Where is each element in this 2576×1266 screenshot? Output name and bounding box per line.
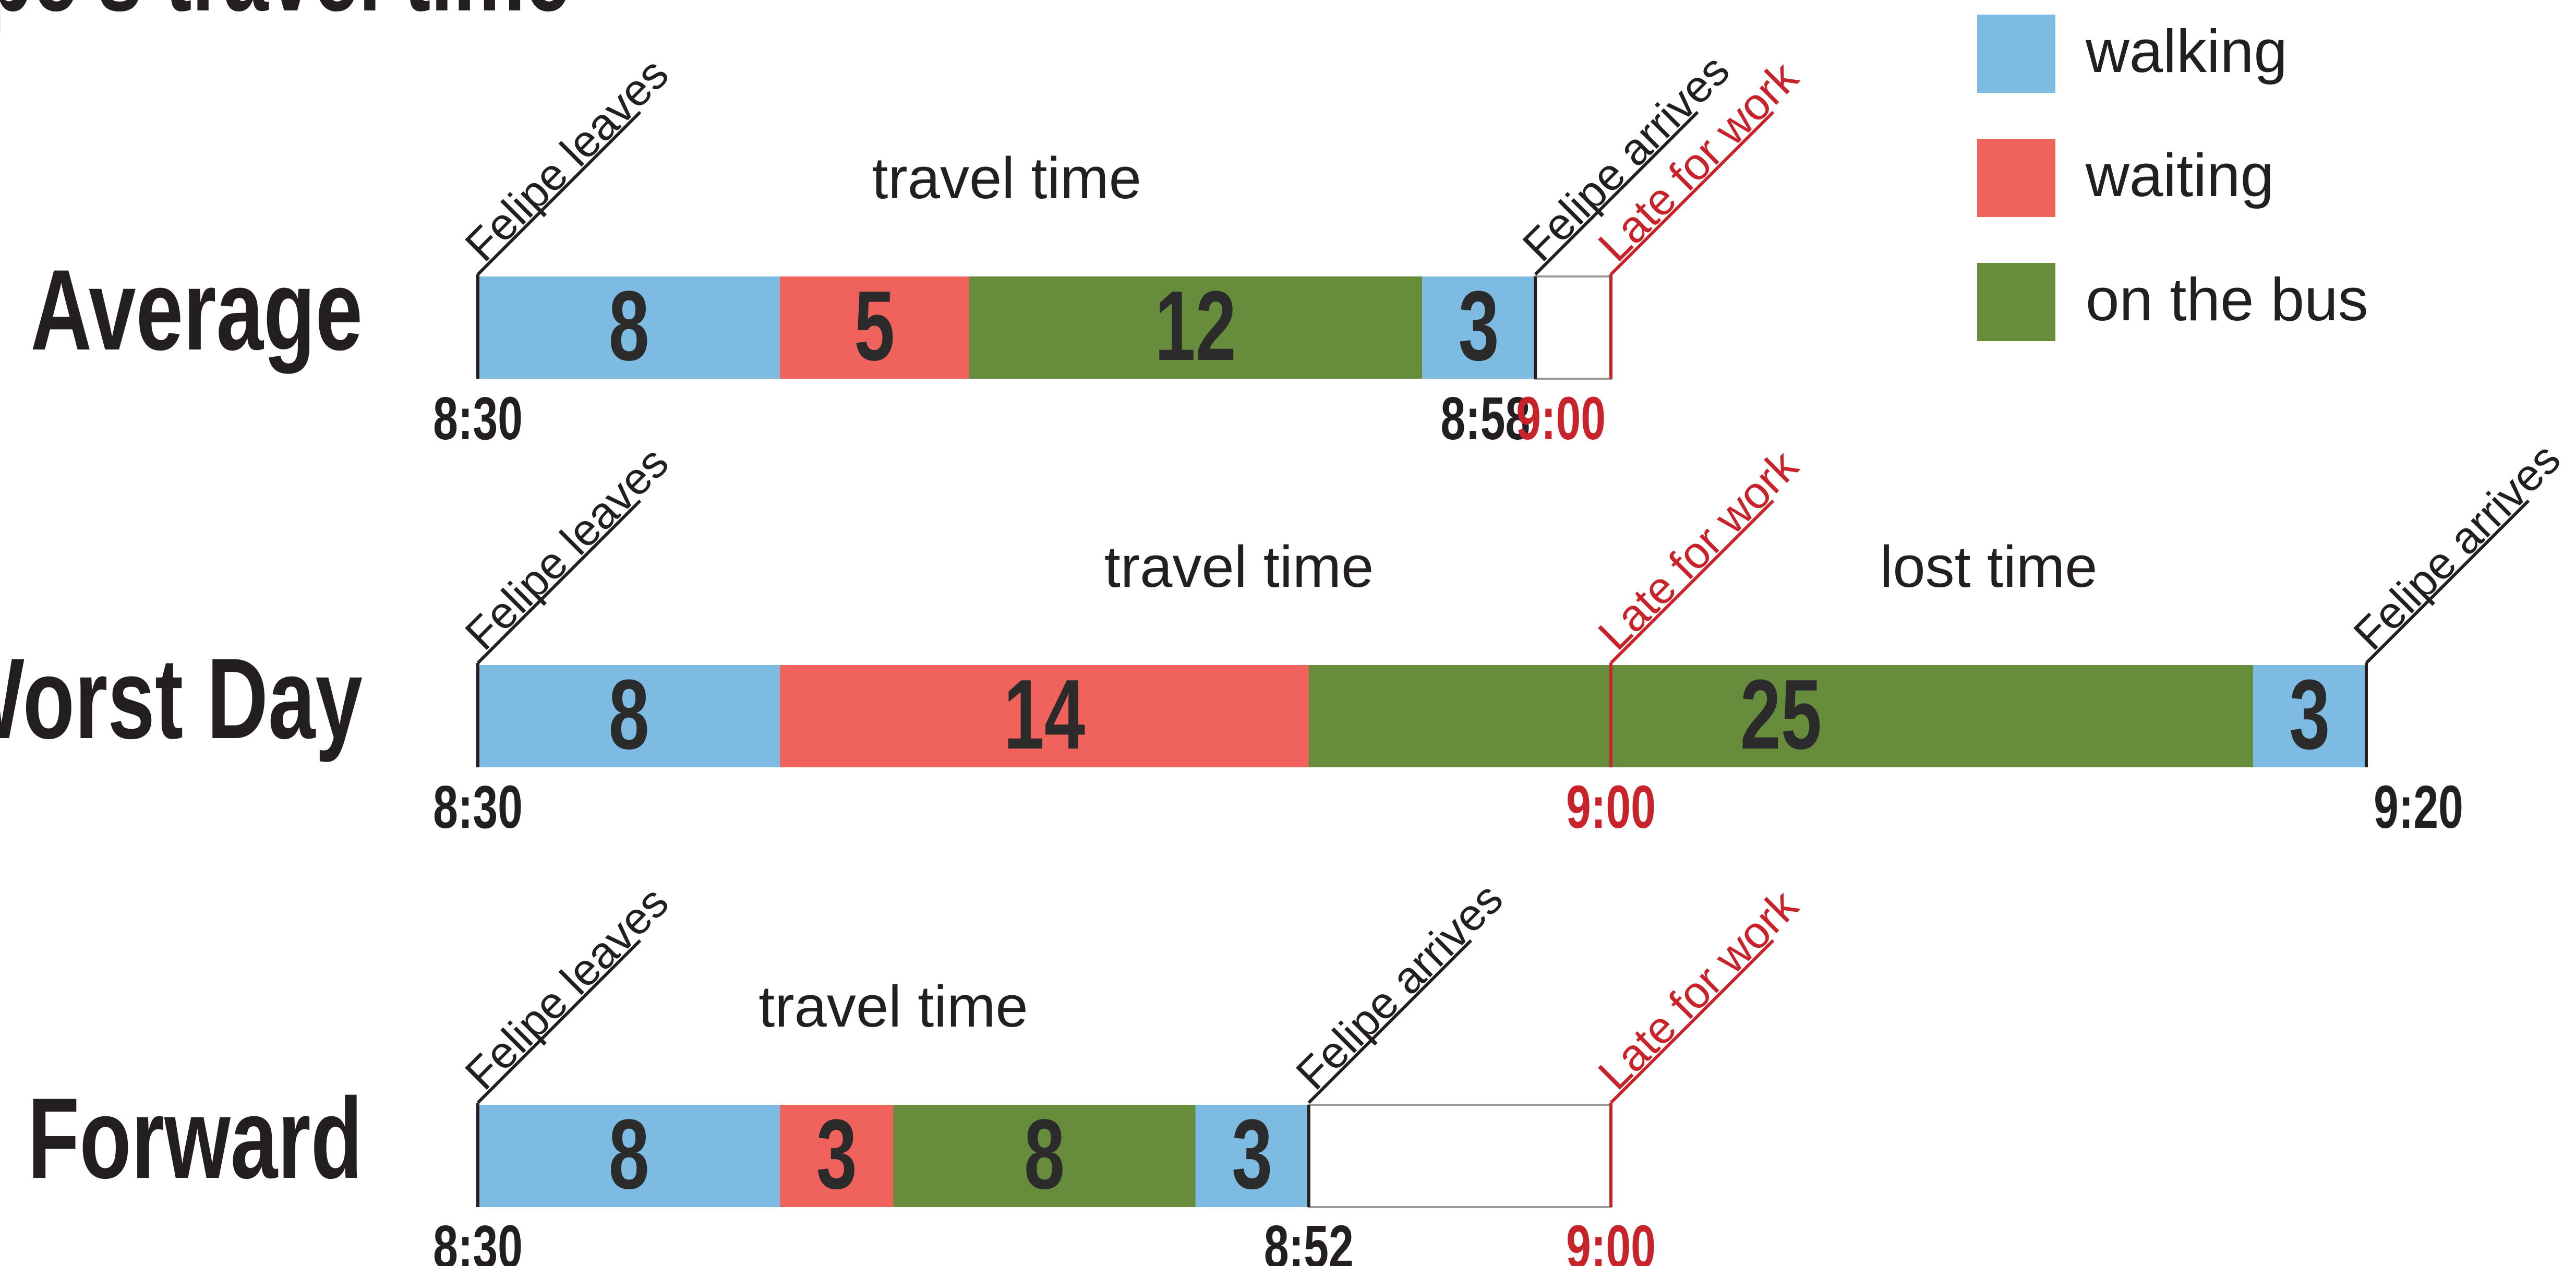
legend-swatch-walking <box>1977 15 2055 93</box>
segment-value-label: 8 <box>609 1099 649 1209</box>
bar-segment-waiting <box>780 1105 894 1207</box>
legend-swatch-bus <box>1977 263 2055 341</box>
bar-segment-waiting <box>780 665 1309 767</box>
segment-value-label: 8 <box>609 659 649 769</box>
row-label: Worst Day <box>0 635 363 763</box>
late-callout-line <box>1609 111 1775 276</box>
legend: walking waiting on the bus <box>1977 15 2368 341</box>
bar-segment-walking <box>1422 276 1536 379</box>
slack-box <box>1534 275 1612 380</box>
start-time-label: 8:30 <box>433 773 523 841</box>
row-label: Average <box>31 246 363 375</box>
legend-label-waiting: waiting <box>2085 141 2274 209</box>
bar-segment-waiting <box>780 276 969 379</box>
late-callout-label: Late for work <box>1589 880 1808 1099</box>
segment-value-label: 3 <box>816 1099 857 1209</box>
bar-segment-walking <box>478 665 780 767</box>
leave-callout-line <box>476 939 642 1104</box>
arrive-callout-label: Felipe arrives <box>2344 434 2570 660</box>
segment-value-label: 8 <box>609 271 649 381</box>
bar-segment-bus <box>969 276 1423 379</box>
legend-swatch-waiting <box>1977 139 2055 217</box>
start-time-label: 8:30 <box>433 1213 523 1266</box>
leave-callout-line <box>476 499 642 665</box>
segment-value-label: 25 <box>1740 659 1822 769</box>
row-1: Worst Day 8 14 25 3 Felipe leaves 8:30 Late for… <box>0 434 2570 841</box>
bar-segment-walking <box>478 1105 780 1207</box>
late-callout-label: Late for work <box>1589 440 1808 659</box>
arrive-time-label: 8:58 <box>1440 384 1530 452</box>
bar-segment-bus <box>1308 665 2254 767</box>
bar-segment-bus <box>893 1105 1196 1207</box>
segment-value-label: 3 <box>2289 659 2330 769</box>
arrive-callout-label: Felipe arrives <box>1286 874 1512 1100</box>
legend-label-walking: walking <box>2085 17 2288 85</box>
row-label: hi Forward <box>0 1075 363 1203</box>
travel-time-caption: travel time <box>759 974 1028 1039</box>
late-time-label: 9:00 <box>1566 773 1656 841</box>
slack-box <box>1307 1104 1612 1208</box>
arrive-time-label: 8:52 <box>1264 1213 1354 1266</box>
segment-value-label: 12 <box>1154 271 1236 381</box>
leave-callout-line <box>476 111 642 276</box>
row-2: hi Forward 8 3 8 3 Felipe leaves 8:30 Felipe ar… <box>0 874 1808 1266</box>
late-callout-line <box>1609 499 1775 665</box>
bar-segment-walking <box>478 276 780 379</box>
start-time-label: 8:30 <box>433 384 523 452</box>
leave-callout-label: Felipe leaves <box>456 437 678 659</box>
travel-time-caption: travel time <box>872 146 1141 211</box>
bar-segment-walking <box>1195 1105 1309 1207</box>
arrive-callout-line <box>2365 499 2530 665</box>
legend-label-bus: on the bus <box>2086 266 2368 333</box>
late-time-label: 9:00 <box>1516 384 1606 452</box>
lost-time-caption: lost time <box>1880 534 2098 599</box>
segment-value-label: 5 <box>854 271 895 381</box>
arrive-callout-line <box>1307 939 1473 1104</box>
late-callout-line <box>1609 939 1775 1104</box>
chart-title: lipe's travel time <box>0 0 570 34</box>
leave-callout-label: Felipe leaves <box>456 49 678 271</box>
segment-value-label: 14 <box>1004 659 1085 769</box>
segment-value-label: 3 <box>1232 1099 1272 1209</box>
travel-time-caption: travel time <box>1104 534 1374 599</box>
segment-value-label: 3 <box>1459 271 1499 381</box>
segment-value-label: 8 <box>1024 1099 1065 1209</box>
arrive-time-label: 9:20 <box>2374 773 2463 841</box>
late-time-label: 9:00 <box>1566 1213 1656 1266</box>
leave-callout-label: Felipe leaves <box>456 877 678 1099</box>
bar-segment-walking <box>2253 665 2367 767</box>
arrive-callout-line <box>1534 111 1699 276</box>
